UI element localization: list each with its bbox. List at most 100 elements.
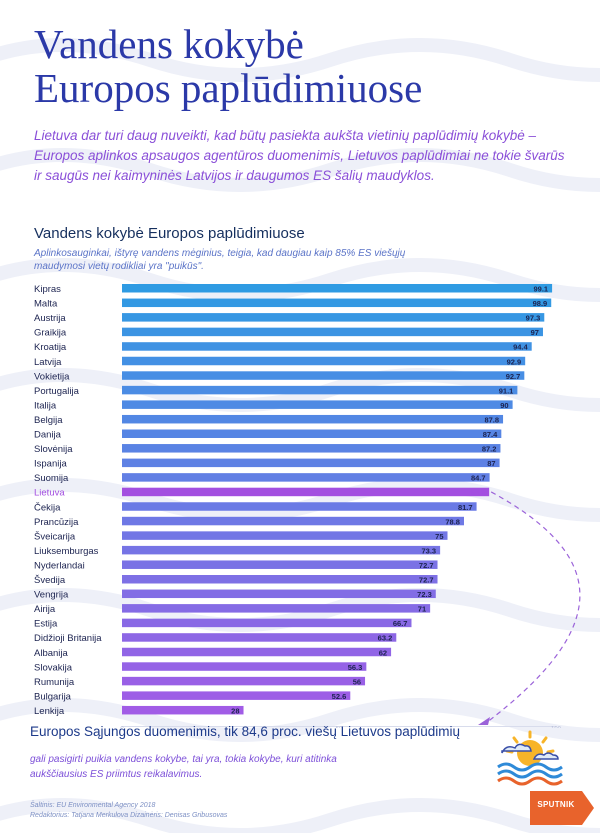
category-label: Nyderlandai — [34, 560, 85, 571]
x-tick-label: 0 — [120, 727, 124, 729]
bar — [122, 385, 518, 395]
category-label: Kroatija — [34, 342, 67, 353]
value-label: 92.9 — [507, 357, 522, 366]
bar — [122, 676, 366, 686]
logo-text: SPUTNIK — [537, 800, 575, 809]
value-label: 75 — [435, 532, 443, 541]
source-line: Šaltinis: EU Environmental Agency 2018 — [30, 802, 156, 809]
bar — [122, 356, 526, 366]
value-label: 73.3 — [422, 546, 437, 555]
bar — [122, 662, 367, 671]
value-label: 71 — [418, 605, 426, 614]
value-label: 56 — [353, 677, 361, 686]
highlight-arrow — [485, 491, 581, 724]
value-label: 63.2 — [378, 634, 393, 643]
bar — [122, 313, 545, 322]
category-label: Liuksemburgas — [34, 546, 99, 557]
bar-chart: Kipras 99.1 Malta 98.9 Austrija 97.3 Graikija 9… — [34, 284, 581, 729]
category-label: Ispanija — [34, 459, 67, 470]
x-tick-label: 50 — [336, 727, 343, 729]
bar — [122, 502, 477, 511]
value-label: 91.1 — [499, 386, 514, 395]
category-label: Suomija — [34, 473, 69, 484]
category-label: Graikija — [34, 328, 67, 339]
source-credits: Šaltinis: EU Environmental Agency 2018 R… — [30, 801, 227, 821]
intro-text: Lietuva dar turi daug nuveikti, kad būtų… — [34, 128, 565, 183]
bar — [122, 298, 552, 308]
value-label: 92.7 — [506, 372, 521, 381]
category-label: Kipras — [34, 284, 61, 295]
value-label: 94.4 — [513, 343, 528, 352]
category-label: Didžioji Britanija — [34, 633, 102, 644]
value-label: 87.8 — [484, 415, 499, 424]
value-label: 56.3 — [348, 663, 363, 672]
value-label: 98.9 — [533, 299, 548, 308]
value-label: 87 — [487, 459, 495, 468]
bar — [122, 633, 397, 642]
bar — [122, 691, 351, 700]
bar — [122, 473, 490, 482]
value-label: 66.7 — [393, 619, 408, 628]
bar — [122, 327, 543, 337]
category-label: Portugalija — [34, 386, 80, 397]
category-label: Vengrija — [34, 590, 69, 601]
beach-sun-icon — [497, 730, 563, 786]
page-title-line-2: Europos paplūdimiuose — [34, 65, 423, 111]
value-label: 87.2 — [482, 445, 497, 454]
bar — [122, 589, 436, 599]
category-label: Prancūzija — [34, 517, 79, 528]
page-title: Vandens kokybė Europos paplūdimiuose — [34, 22, 574, 110]
bar — [122, 647, 392, 657]
value-label: 99.1 — [533, 285, 548, 294]
bar — [122, 705, 244, 715]
value-label: 72.7 — [419, 561, 434, 570]
bar — [122, 444, 501, 453]
bar — [122, 342, 532, 351]
value-label: 62 — [379, 648, 387, 657]
bar — [122, 516, 464, 526]
bar — [122, 545, 441, 555]
chart-subtitle: Aplinkosauginkai, ištyrę vandens mėginiu… — [34, 248, 406, 272]
highlight-arrow-head — [478, 717, 490, 725]
page-title-line-1: Vandens kokybė — [34, 21, 304, 67]
value-label: 90 — [500, 401, 508, 410]
category-label: Italija — [34, 400, 57, 411]
category-label: Albanija — [34, 648, 69, 659]
value-label: 72.3 — [417, 590, 432, 599]
sputnik-logo: SPUTNIK — [530, 791, 594, 825]
category-label: Švedija — [34, 575, 66, 586]
category-label: Lenkija — [34, 706, 65, 717]
footer-text: gali pasigirti puikia vandens kokybe, ta… — [30, 754, 337, 780]
x-tick-label: 100 — [551, 727, 562, 729]
category-label: Danija — [34, 430, 62, 441]
bar — [122, 400, 513, 409]
value-label: 84.7 — [471, 474, 486, 483]
category-label: Slovakija — [34, 662, 73, 673]
bar — [122, 575, 438, 584]
value-label: 87.4 — [483, 430, 498, 439]
value-label: 78.8 — [445, 517, 460, 526]
category-label: Malta — [34, 299, 58, 310]
bar — [122, 284, 553, 293]
footer-headline: Europos Sąjungos duomenimis, tik 84,6 pr… — [30, 724, 460, 739]
bar — [122, 487, 490, 497]
category-label: Lietuva — [34, 488, 65, 499]
bar — [122, 618, 412, 628]
category-label: Slovėnija — [34, 444, 73, 455]
bar — [122, 371, 525, 380]
bar — [122, 560, 438, 569]
category-label: Belgija — [34, 415, 63, 426]
category-label: Šveicarija — [34, 531, 76, 542]
value-label: 28 — [231, 706, 239, 715]
value-label: 81.7 — [458, 503, 473, 512]
bar — [122, 458, 500, 468]
value-label: 72.7 — [419, 576, 434, 585]
category-label: Latvija — [34, 357, 62, 368]
bar — [122, 531, 448, 540]
category-label: Austrija — [34, 313, 66, 324]
value-label: 97.3 — [526, 314, 541, 323]
bar — [122, 414, 504, 424]
category-label: Bulgarija — [34, 691, 72, 702]
bar — [122, 429, 502, 438]
